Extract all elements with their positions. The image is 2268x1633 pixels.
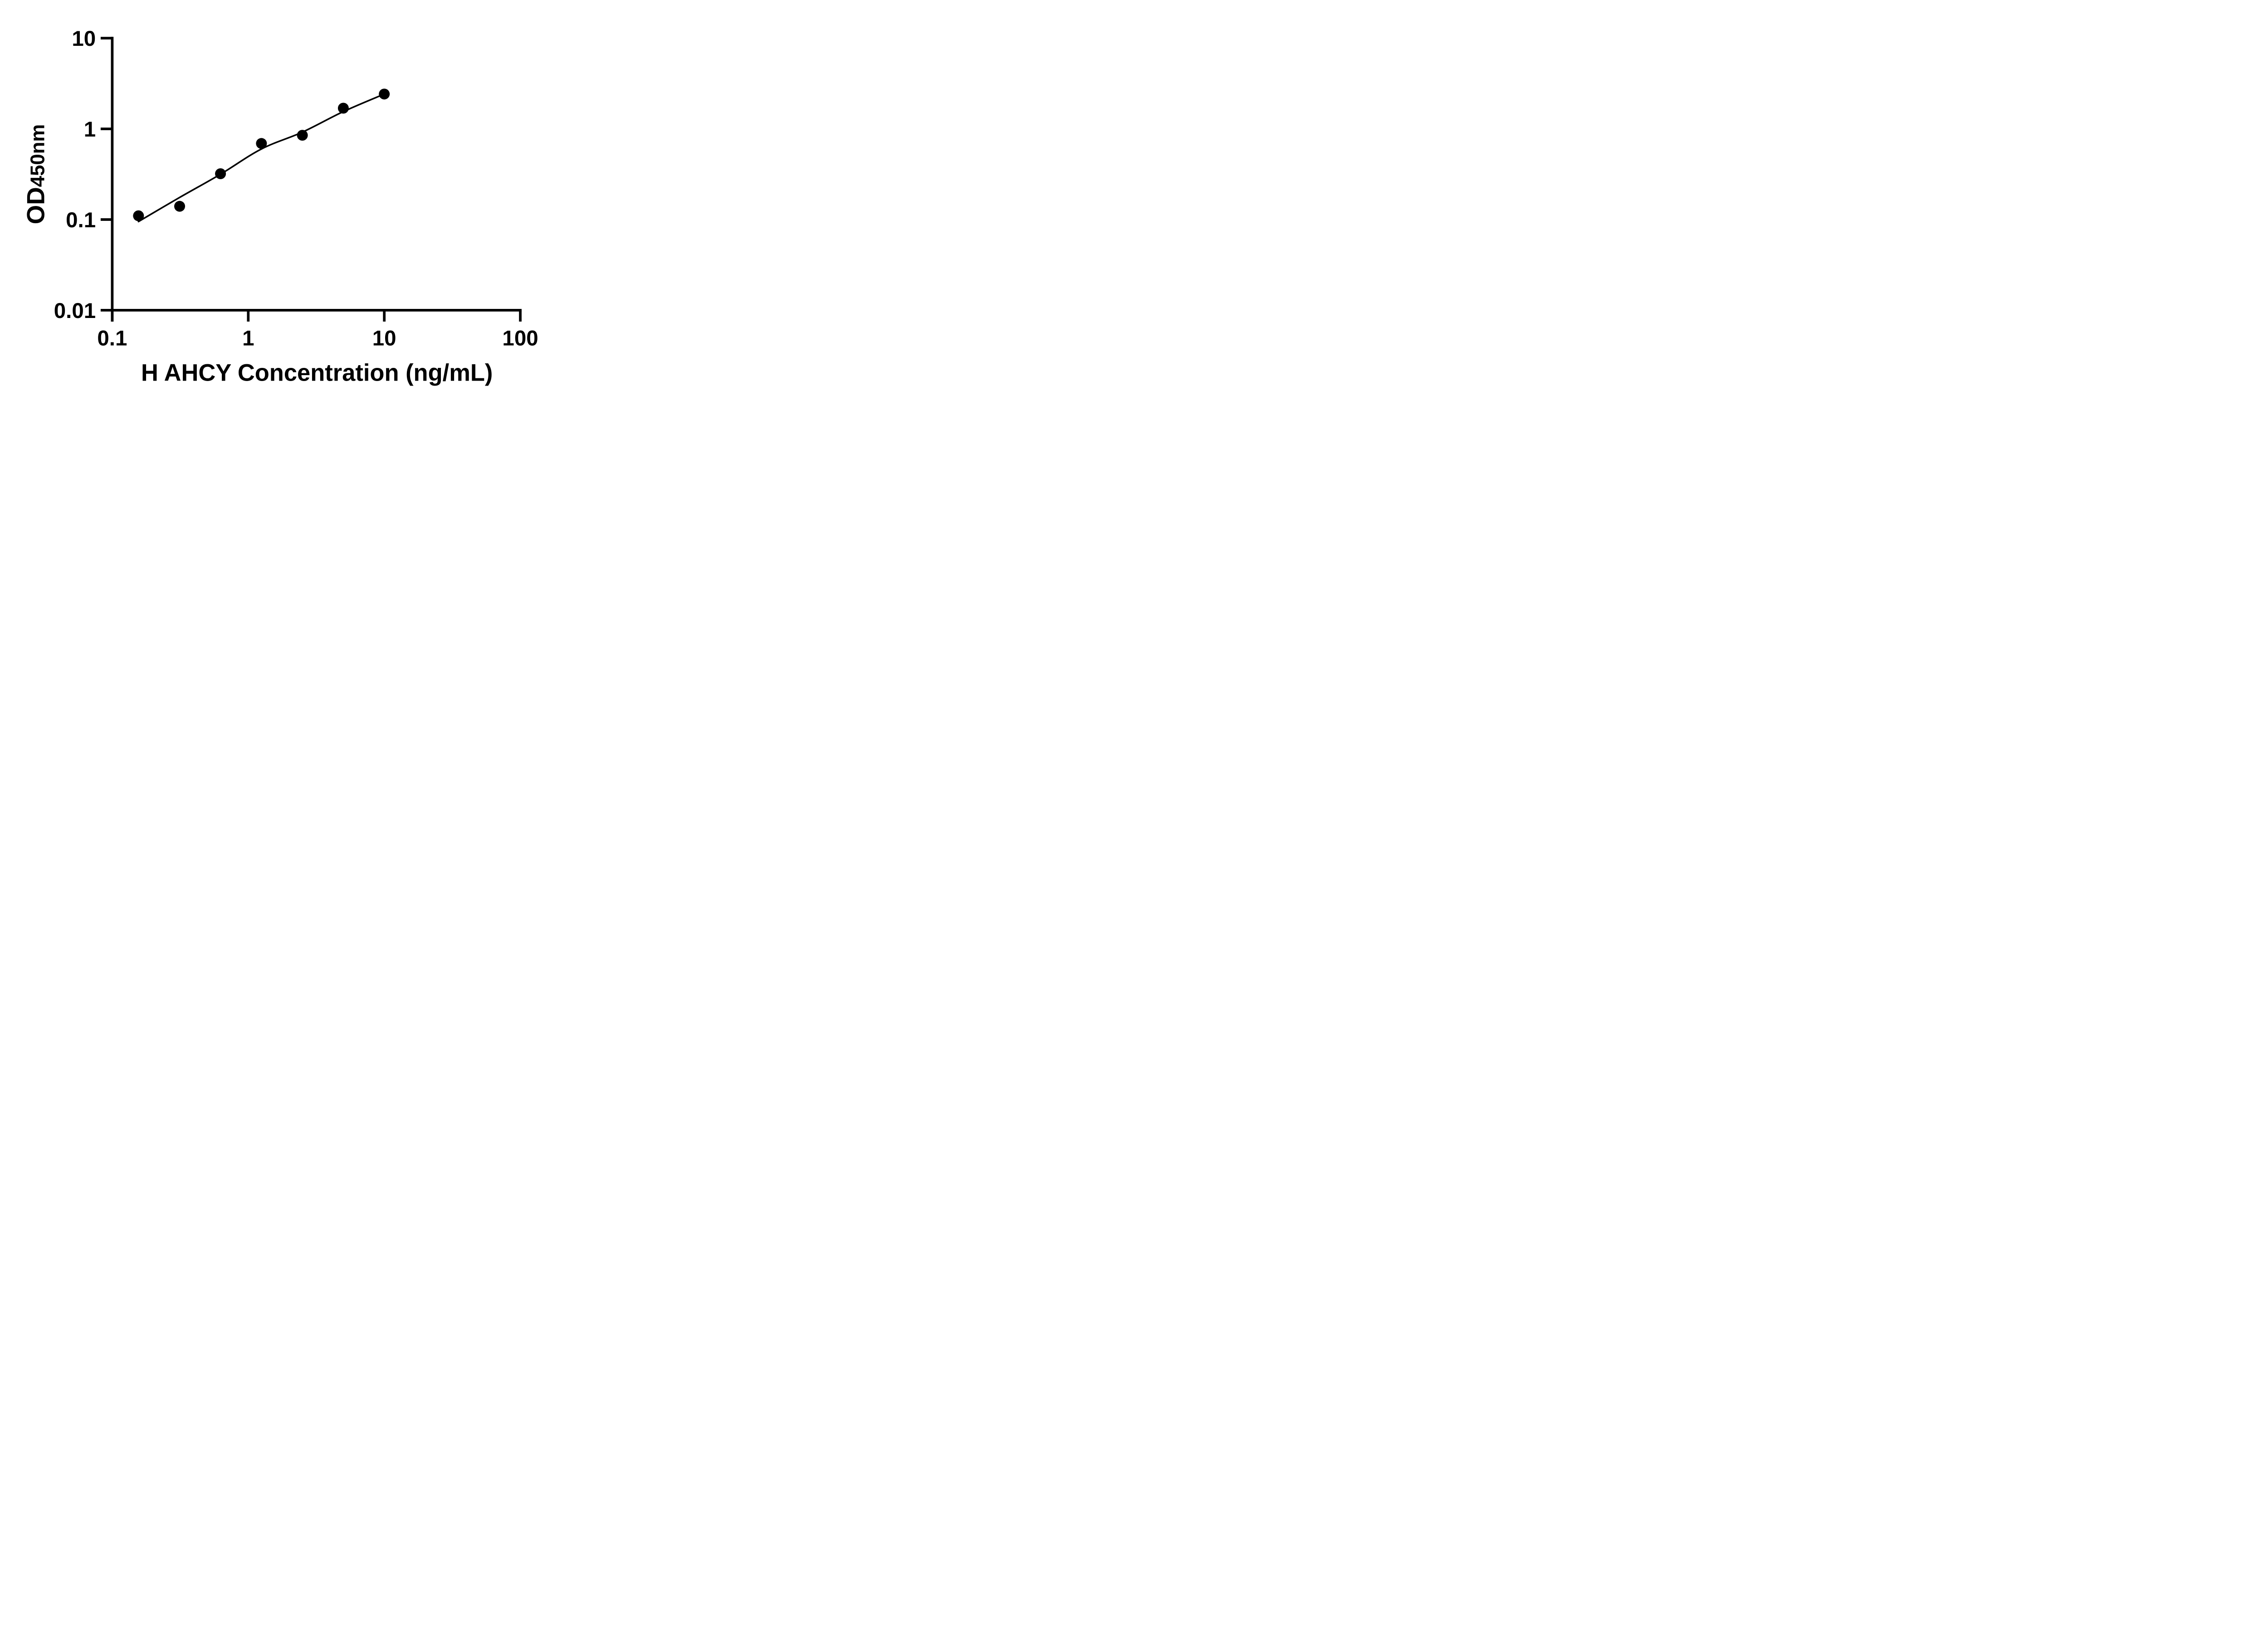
y-tick-label: 10 bbox=[72, 27, 96, 51]
y-axis-tick-labels: 0.01 0.1 1 10 bbox=[54, 27, 96, 323]
data-point bbox=[174, 200, 186, 212]
y-axis-title-main: OD bbox=[21, 187, 49, 224]
x-tick-label: 100 bbox=[502, 326, 538, 350]
x-tick-label: 0.1 bbox=[97, 326, 127, 350]
y-tick-label: 1 bbox=[84, 117, 96, 142]
data-point bbox=[379, 88, 390, 100]
x-axis-ticks bbox=[111, 310, 522, 322]
data-point bbox=[133, 210, 144, 221]
y-axis-title-sub: 450nm bbox=[26, 124, 49, 187]
chart-background bbox=[0, 0, 583, 408]
data-points-group bbox=[133, 88, 390, 221]
data-point bbox=[337, 103, 349, 114]
y-axis-title: OD450nm bbox=[21, 124, 49, 225]
x-tick-label: 1 bbox=[242, 326, 254, 350]
x-axis-title: H AHCY Concentration (ng/mL) bbox=[141, 360, 493, 386]
x-axis-tick-labels: 0.1 1 10 100 bbox=[97, 326, 538, 350]
data-point bbox=[297, 130, 308, 141]
y-tick-label: 0.01 bbox=[54, 299, 96, 323]
data-point bbox=[215, 168, 226, 179]
y-axis-ticks bbox=[100, 37, 112, 312]
data-point bbox=[256, 138, 267, 149]
elisa-standard-curve-figure: 0.1 1 10 100 0.01 0.1 1 10 H AHCY Concentratio… bbox=[0, 0, 583, 408]
x-tick-label: 10 bbox=[372, 326, 396, 350]
y-tick-label: 0.1 bbox=[66, 208, 96, 232]
